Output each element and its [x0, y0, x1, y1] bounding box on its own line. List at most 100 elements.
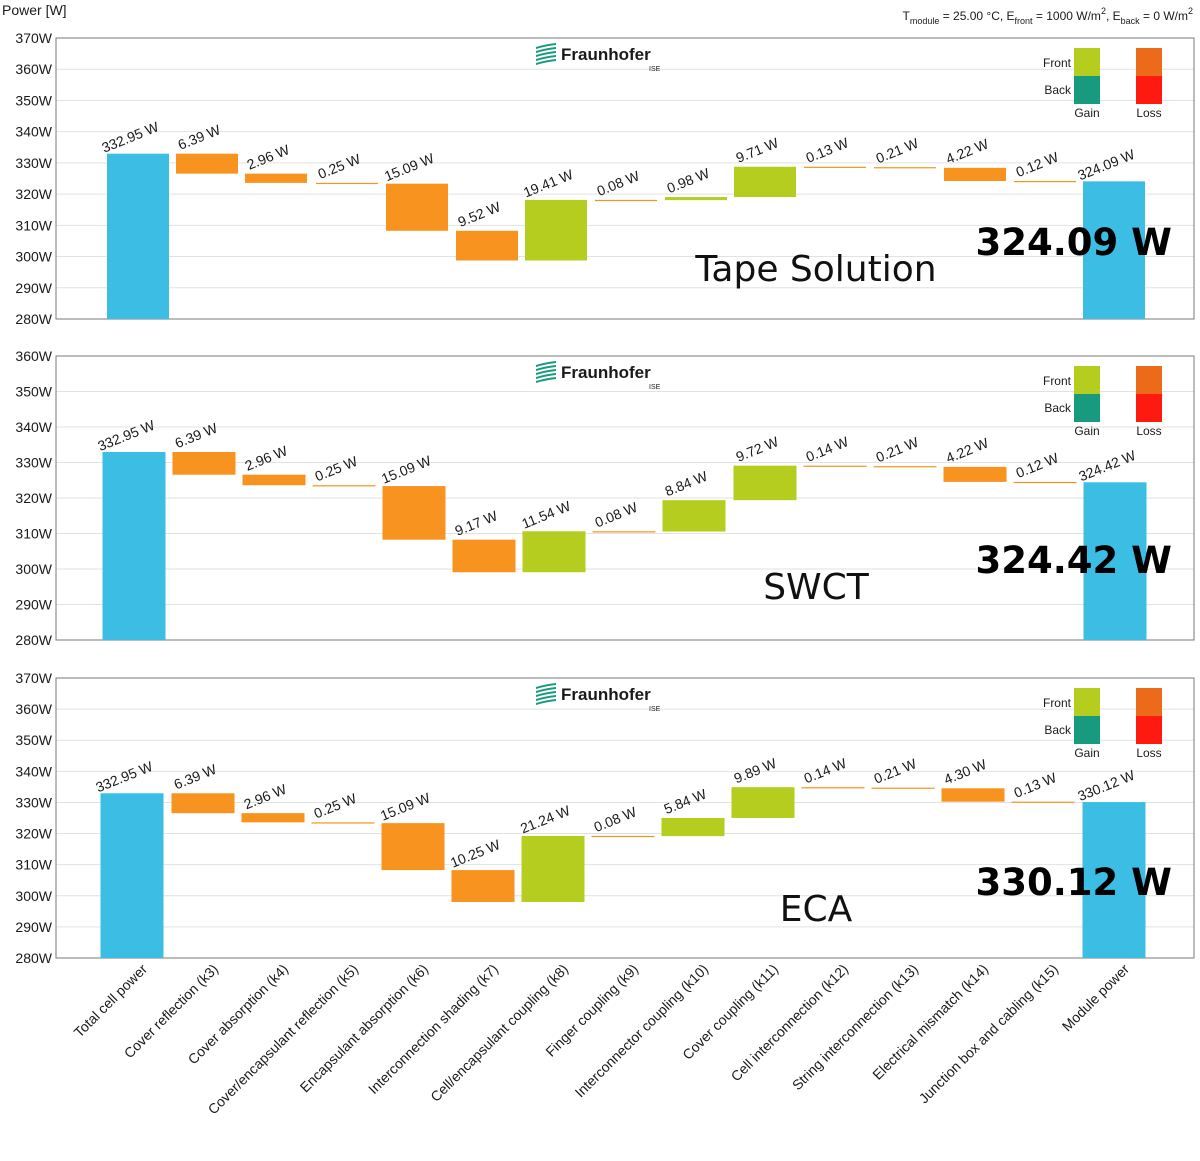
- y-tick-label: 360W: [15, 61, 52, 77]
- legend-front-label: Front: [1043, 56, 1072, 70]
- logo-stripe: [536, 683, 556, 689]
- legend-back-label: Back: [1044, 83, 1072, 97]
- total-bar: [107, 153, 169, 319]
- logo-stripe: [536, 699, 556, 705]
- total-bar: [1082, 802, 1146, 958]
- y-tick-label: 350W: [15, 732, 52, 748]
- data-label: 15.09 W: [379, 452, 434, 487]
- total-bar: [1083, 482, 1147, 640]
- data-label: 9.17 W: [453, 507, 501, 539]
- legend-gain-front: [1074, 688, 1100, 716]
- category-label: Cell interconnection (k12): [728, 961, 852, 1085]
- gain-bar: [522, 531, 586, 573]
- panel-frame: [55, 37, 1195, 320]
- legend-gain-front: [1074, 48, 1100, 76]
- data-label: 332.95 W: [93, 758, 155, 796]
- data-label: 0.25 W: [316, 150, 364, 182]
- total-bar: [1083, 181, 1145, 319]
- panel-frame: [55, 355, 1195, 641]
- legend-loss-back: [1136, 394, 1162, 422]
- loss-bar: [801, 787, 865, 789]
- total-power-label: 324.42 W: [976, 539, 1172, 582]
- legend-loss-label: Loss: [1136, 746, 1161, 760]
- panel-frame: [55, 677, 1195, 959]
- data-label: 0.98 W: [665, 164, 713, 196]
- data-label: 0.08 W: [593, 499, 641, 531]
- y-tick-label: 370W: [15, 670, 52, 686]
- data-label: 324.09 W: [1075, 146, 1137, 184]
- data-label: 15.09 W: [378, 789, 433, 824]
- data-label: 0.21 W: [874, 434, 922, 466]
- logo-stripe: [536, 47, 556, 53]
- conditions-text: Tmodule = 25.00 °C, Efront = 1000 W/m2, …: [902, 6, 1193, 26]
- category-label: Electrical mismatch (k14): [869, 961, 991, 1083]
- legend-loss-front: [1136, 48, 1162, 76]
- data-label: 324.42 W: [1076, 447, 1138, 485]
- category-label: Cover/encapsulant reflection (k5): [205, 961, 362, 1118]
- gain-bar: [665, 197, 727, 201]
- y-tick-label: 300W: [15, 888, 52, 904]
- category-label: Module power: [1059, 961, 1133, 1035]
- total-power-label: 330.12 W: [976, 861, 1172, 904]
- legend-loss-back: [1136, 716, 1162, 744]
- logo-stripe: [536, 51, 556, 57]
- y-tick-label: 320W: [15, 826, 52, 842]
- y-tick-label: 360W: [15, 701, 52, 717]
- loss-bar: [1011, 801, 1075, 803]
- logo-name: Fraunhofer: [561, 685, 651, 704]
- y-tick-label: 290W: [15, 597, 52, 613]
- data-label: 9.71 W: [734, 134, 782, 166]
- y-tick-label: 280W: [15, 950, 52, 966]
- loss-bar: [316, 182, 378, 185]
- loss-bar: [382, 486, 446, 540]
- legend-gain-back: [1074, 76, 1100, 104]
- data-label: 19.41 W: [521, 166, 576, 201]
- y-tick-label: 340W: [15, 419, 52, 435]
- category-label: Junction box and cabling (k15): [916, 961, 1062, 1107]
- data-label: 0.25 W: [313, 453, 361, 485]
- logo-sub: ISE: [649, 706, 661, 713]
- category-label: Interconnection shading (k7): [365, 961, 501, 1097]
- total-bar: [100, 793, 164, 958]
- fraunhofer-logo: Fraunhofer ISE: [536, 43, 661, 73]
- fraunhofer-logo: Fraunhofer ISE: [536, 683, 661, 713]
- loss-bar: [941, 788, 1005, 802]
- y-tick-label: 330W: [15, 455, 52, 471]
- logo-stripe: [536, 361, 556, 367]
- y-tick-label: 340W: [15, 124, 52, 140]
- data-label: 2.96 W: [245, 141, 293, 173]
- series-name: Tape Solution: [694, 249, 936, 290]
- legend-loss-front: [1136, 366, 1162, 394]
- gain-bar: [525, 199, 587, 261]
- logo-stripe: [536, 695, 556, 701]
- gain-bar: [662, 500, 726, 532]
- legend-gain-back: [1074, 716, 1100, 744]
- data-label: 8.84 W: [663, 468, 711, 500]
- loss-bar: [171, 793, 235, 814]
- panel-eca: 280W 290W 300W 310W 320W 330W 340W 350W 360W 370W…: [15, 670, 1195, 966]
- y-axis-title: Power [W]: [2, 2, 67, 18]
- y-tick-label: 340W: [15, 763, 52, 779]
- legend-loss-label: Loss: [1136, 106, 1161, 120]
- data-label: 332.95 W: [99, 118, 161, 156]
- y-tick-label: 310W: [15, 857, 52, 873]
- data-label: 0.14 W: [804, 433, 852, 465]
- panel-swct: 280W 290W 300W 310W 320W 330W 340W 350W 360W Frau…: [15, 348, 1195, 648]
- legend-gain-front: [1074, 366, 1100, 394]
- legend-gain-label: Gain: [1074, 106, 1099, 120]
- legend-front-label: Front: [1043, 374, 1072, 388]
- data-label: 0.08 W: [592, 803, 640, 835]
- gain-bar: [733, 465, 797, 501]
- data-label: 9.72 W: [734, 433, 782, 465]
- y-tick-label: 280W: [15, 311, 52, 327]
- logo-sub: ISE: [649, 384, 661, 391]
- data-label: 0.12 W: [1014, 449, 1062, 481]
- gain-bar: [661, 817, 725, 837]
- gain-bar: [731, 787, 795, 818]
- loss-bar: [592, 531, 656, 533]
- data-label: 0.21 W: [874, 135, 922, 167]
- loss-bar: [943, 466, 1007, 482]
